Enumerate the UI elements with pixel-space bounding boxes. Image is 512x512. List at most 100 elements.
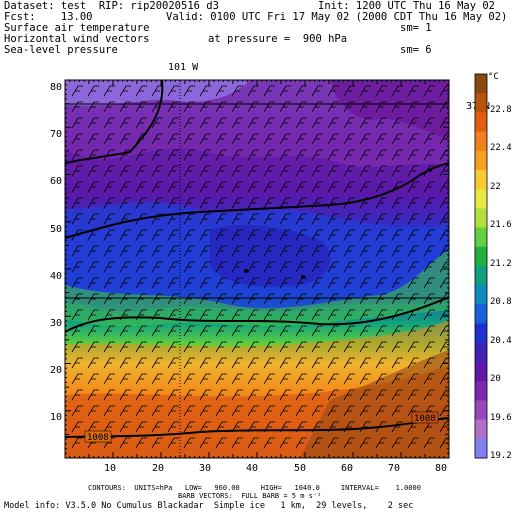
wind-barb xyxy=(151,245,163,257)
wind-barb xyxy=(135,101,147,113)
wind-barb xyxy=(231,229,243,241)
wind-barb xyxy=(119,261,131,273)
wind-barb xyxy=(103,405,115,417)
wind-barb xyxy=(423,181,435,193)
wind-barb xyxy=(359,389,371,401)
wind-barb xyxy=(407,357,419,369)
wind-barb xyxy=(391,293,403,305)
wind-barb xyxy=(183,165,195,177)
x-tick-60: 60 xyxy=(341,463,354,474)
wind-barb xyxy=(247,117,259,129)
wind-barb xyxy=(247,101,259,113)
dataset-line: Dataset: test RIP: rip20020516 d3 xyxy=(4,0,219,12)
wind-barb xyxy=(279,261,291,273)
init-time: Init: 1200 UTC Thu 16 May 02 xyxy=(318,0,496,12)
wind-barb xyxy=(135,437,147,449)
colorbar-swatch xyxy=(475,342,487,363)
wind-barb xyxy=(167,309,179,321)
wind-barb xyxy=(119,165,131,177)
wind-barb xyxy=(407,133,419,145)
wind-barb xyxy=(263,85,275,97)
wind-barb xyxy=(279,213,291,225)
wind-barb xyxy=(279,389,291,401)
wind-barb xyxy=(423,389,435,401)
wind-barb xyxy=(439,149,449,161)
wind-barb xyxy=(103,421,115,433)
svg-text:1008: 1008 xyxy=(414,414,436,424)
wind-barb xyxy=(343,117,355,129)
wind-barb xyxy=(327,181,339,193)
wind-barb xyxy=(119,341,131,353)
wind-barb xyxy=(375,261,387,273)
wind-barb xyxy=(359,149,371,161)
wind-barb xyxy=(215,309,227,321)
wind-barb xyxy=(71,341,83,353)
wind-barb xyxy=(183,149,195,161)
wind-barb xyxy=(311,405,323,417)
wind-barb xyxy=(327,133,339,145)
wind-barb xyxy=(119,437,131,449)
y-tick-10: 10 xyxy=(50,412,63,423)
wind-barb xyxy=(263,133,275,145)
wind-barb xyxy=(439,85,449,97)
wind-barb xyxy=(327,117,339,129)
wind-barb xyxy=(343,165,355,177)
wind-barb xyxy=(87,389,99,401)
x-tick-40: 40 xyxy=(246,463,259,474)
wind-barb xyxy=(167,389,179,401)
isobar-2 xyxy=(65,296,449,333)
x-tick-80: 80 xyxy=(435,463,448,474)
wind-barb xyxy=(375,101,387,113)
wind-barb xyxy=(183,373,195,385)
wind-barb xyxy=(119,277,131,289)
wind-barb xyxy=(103,309,115,321)
wind-barb xyxy=(199,101,211,113)
wind-barb xyxy=(343,373,355,385)
wind-barb xyxy=(407,373,419,385)
wind-barb xyxy=(375,293,387,305)
wind-barb xyxy=(119,149,131,161)
wind-barb xyxy=(151,357,163,369)
wind-barb xyxy=(135,357,147,369)
longitude-label: 101 W xyxy=(168,62,199,73)
wind-barb xyxy=(183,389,195,401)
wind-barb xyxy=(119,181,131,193)
wind-barb xyxy=(279,309,291,321)
wind-barb xyxy=(439,437,449,449)
colorbar-swatch xyxy=(475,438,487,459)
wind-barb xyxy=(247,373,259,385)
model-info: Model info: V3.5.0 No Cumulus Blackadar … xyxy=(4,501,414,511)
wind-barb xyxy=(167,197,179,209)
wind-barb xyxy=(119,309,131,321)
wind-barb xyxy=(71,117,83,129)
wind-barb xyxy=(71,437,83,449)
wind-barb xyxy=(327,229,339,241)
wind-barb xyxy=(215,133,227,145)
wind-barb xyxy=(263,405,275,417)
wind-barb xyxy=(119,133,131,145)
wind-barb xyxy=(359,325,371,337)
colorbar-frame xyxy=(474,73,488,459)
wind-barb xyxy=(183,309,195,321)
wind-barb xyxy=(279,149,291,161)
wind-barb xyxy=(391,117,403,129)
wind-barb xyxy=(311,85,323,97)
wind-barb xyxy=(279,373,291,385)
wind-barb xyxy=(295,405,307,417)
wind-barb xyxy=(71,357,83,369)
wind-barb xyxy=(183,181,195,193)
wind-barb xyxy=(119,293,131,305)
colorbar-swatch xyxy=(475,266,487,286)
wind-barb xyxy=(407,213,419,225)
colorbar-swatch xyxy=(475,419,487,440)
colorbar-swatch xyxy=(475,189,487,209)
wind-barb xyxy=(375,389,387,401)
wind-barb xyxy=(311,261,323,273)
wind-barb xyxy=(167,101,179,113)
wind-barb xyxy=(231,213,243,225)
wind-barb xyxy=(423,149,435,161)
wind-barb xyxy=(135,261,147,273)
wind-barb xyxy=(247,341,259,353)
y-tick-40: 40 xyxy=(50,271,63,282)
wind-barb xyxy=(439,389,449,401)
